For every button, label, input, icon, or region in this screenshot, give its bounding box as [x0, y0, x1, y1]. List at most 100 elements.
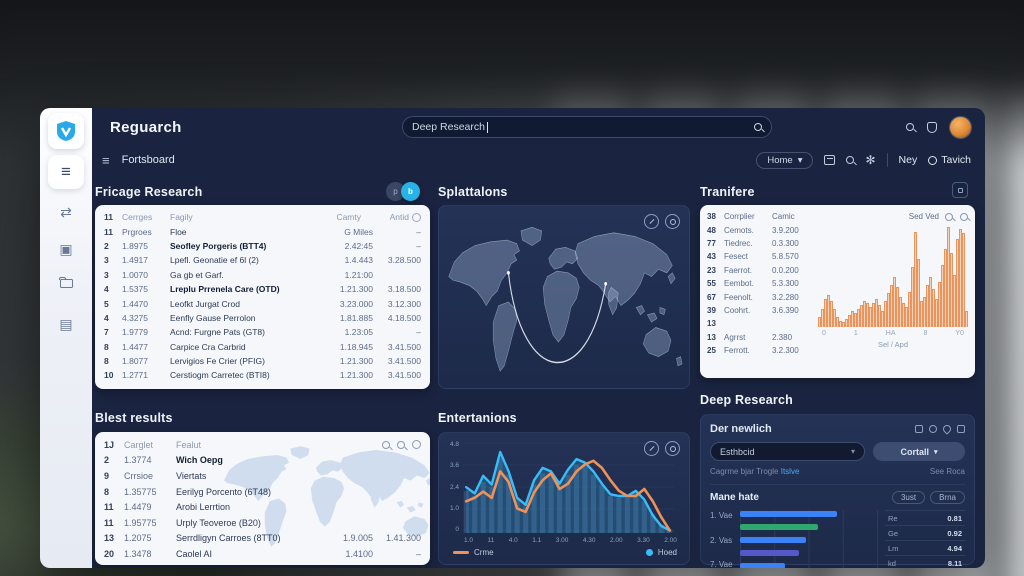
bar [824, 299, 827, 327]
section-title-tranifere: Tranifere [700, 185, 755, 199]
blest-rows: 2 1.3774 Wich Oepg 9 Crrsioe Viertats 8 1.35775… [100, 453, 425, 562]
table-row[interactable]: 11 1.95775 Urply Teoveroe (B20) [104, 517, 261, 528]
table-row[interactable]: 55 Eembot. 5.3.300 [707, 279, 799, 289]
pin-icon[interactable] [941, 423, 953, 435]
search-input[interactable]: Deep Research [402, 116, 772, 138]
description-link[interactable]: Itslve [780, 467, 800, 476]
locate-icon[interactable] [644, 214, 659, 229]
bar [911, 267, 914, 327]
copy-icon[interactable] [915, 425, 923, 433]
table-row[interactable]: 11 Prgroes Floe G Miles – [104, 226, 421, 237]
link-icon[interactable] [929, 425, 937, 433]
table-row[interactable]: 2 1.3774 Wich Oepg [104, 455, 223, 466]
side-table-row: Re 0.81 [885, 510, 965, 525]
globe-icon[interactable] [665, 214, 680, 229]
table-row[interactable]: 9 Crrsioe Viertats [104, 470, 207, 481]
table-row[interactable]: 25 Ferrott. 3.2.300 [707, 346, 799, 356]
table-row[interactable]: 20 1.3478 Caolel AI 1.4100– [104, 548, 421, 559]
table-row[interactable]: 13 1.2075 Serrdligyn Carroes (8TT0) 1.9.005… [104, 533, 421, 544]
view-toggle[interactable]: p b [386, 182, 420, 201]
side-table-row: kd 8.11 [885, 555, 965, 568]
bar [863, 301, 866, 327]
table-row[interactable]: 3 1.4917 Lpefl. Geonatie ef 6l (2) 1.4.443 3… [104, 255, 421, 266]
tick-label: 4.30 [582, 537, 596, 544]
zoom-in-icon[interactable] [382, 440, 390, 449]
table-row[interactable]: 13 Agrrst 2.380 [707, 332, 793, 342]
tick-label: 2.00 [610, 537, 623, 544]
tick-label: 11 [487, 537, 495, 544]
ney-button[interactable]: Ney [898, 154, 918, 166]
tavich-button[interactable]: Tavich [928, 154, 971, 166]
table-row[interactable]: 67 Feenolt. 3.2.280 [707, 292, 799, 302]
filter-pill-1[interactable]: 3ust [891, 491, 926, 504]
zoom-out-icon[interactable] [397, 440, 405, 449]
table-row[interactable]: 23 Faerrot. 0.0.200 [707, 265, 799, 275]
table-row[interactable]: 10 1.2771 Cerstiogm Carretec (BTI8) 1.21.30… [104, 370, 421, 381]
expand-icon[interactable] [665, 441, 680, 456]
card-title: Der newlich [710, 423, 772, 435]
dataset-dropdown[interactable]: Esthbcid ▾ [710, 442, 865, 461]
app-logo[interactable] [48, 113, 84, 149]
circle-icon [928, 155, 938, 165]
download-icon[interactable] [644, 441, 659, 456]
shield-icon[interactable] [927, 121, 937, 133]
circle-icon[interactable] [412, 440, 421, 450]
calendar-icon[interactable] [824, 155, 836, 165]
toggle-option-b[interactable]: b [401, 182, 420, 201]
table-row[interactable]: 11 1.4479 Arobi Lerrtion [104, 502, 231, 513]
panel-options-button[interactable] [952, 182, 968, 198]
table-row[interactable]: 5 1.4470 Leofkt Jurgat Crod 3.23.000 3.12.30… [104, 298, 421, 309]
toggle-option-p[interactable]: p [386, 182, 405, 201]
breadcrumb: Fortsboard [121, 154, 175, 166]
bar [926, 285, 929, 327]
bar-track [740, 550, 877, 556]
deep-research-card: Der newlich Esthbcid ▾ Cortall ▾ Cagrme bj… [700, 414, 975, 568]
grid-icon[interactable] [957, 425, 965, 433]
table-row[interactable]: 48 Cemots. 3.9.200 [707, 225, 799, 235]
bar [905, 307, 908, 327]
sidebar-item-reports[interactable]: ▤ [40, 316, 92, 333]
bar [884, 301, 887, 327]
table-row[interactable]: 39 Coohrt. 3.6.390 [707, 305, 799, 315]
table-row[interactable]: 43 Fesect 5.8.570 [707, 252, 799, 262]
cortall-button[interactable]: Cortall ▾ [873, 442, 965, 461]
avatar[interactable] [950, 116, 971, 138]
filter-icon[interactable] [960, 212, 968, 221]
info-icon[interactable] [412, 212, 421, 222]
filter-pill-2[interactable]: Brna [930, 491, 965, 504]
axis-caption: Sel / Apd [877, 340, 909, 349]
legend-swatch-dot [645, 549, 653, 556]
search-icon[interactable] [945, 212, 953, 221]
x-axis-ticks: 0 1 HA 8 Y0 [818, 330, 968, 337]
hamburger-icon[interactable]: ≡ [102, 152, 110, 168]
table-row[interactable]: 7 1.9779 Acnd: Furgne Pats (GT8) 1.23:05– [104, 327, 421, 338]
table-row[interactable]: 8 1.8077 Lervigios Fe Crier (PFIG) 1.21.300… [104, 356, 421, 367]
bar [851, 311, 854, 327]
table-row[interactable]: 4 1.5375 Lreplu Prrenela Care (OTD) 1.21.30… [104, 284, 421, 295]
gear-icon[interactable]: ✻ [865, 153, 876, 167]
table-row[interactable]: 13 [707, 319, 716, 329]
table-row[interactable]: 3 1.0070 Ga gb et Garf. 1.21:00 [104, 269, 373, 280]
bar [740, 524, 819, 530]
table-row[interactable]: 77 Tiedrec. 0.3.300 [707, 238, 799, 248]
table-row[interactable]: 2 1.8975 Seofley Porgeris (BTT4) 2.42:45– [104, 240, 421, 251]
table-row[interactable]: 4 4.3275 Eenfly Gause Perrolon 1.81.885 4.18… [104, 312, 421, 323]
search-icon[interactable] [754, 123, 762, 131]
sidebar-item-navigate[interactable]: ⇄ [40, 204, 92, 221]
bar [740, 537, 806, 543]
bar [941, 265, 944, 327]
sidebar-item-files[interactable] [40, 276, 92, 288]
chevron-down-icon: ▾ [797, 154, 803, 166]
bar [953, 275, 956, 327]
bar [866, 303, 869, 327]
sidebar-item-gallery[interactable]: ▣ [40, 241, 92, 258]
sidebar-menu-button[interactable]: ≡ [48, 155, 84, 189]
side-label: See Roca [929, 467, 965, 476]
global-search-icon[interactable] [906, 123, 914, 131]
home-dropdown[interactable]: Home ▾ [756, 151, 814, 169]
table-row[interactable]: 8 1.35775 Eerilyg Porcento (6T48) [104, 486, 272, 497]
table-row[interactable]: 8 1.4477 Carpice Cra Carbrid 1.18.945 3.41.5… [104, 341, 421, 352]
bar [938, 282, 941, 327]
search-icon[interactable] [846, 156, 855, 164]
bar [740, 550, 799, 556]
